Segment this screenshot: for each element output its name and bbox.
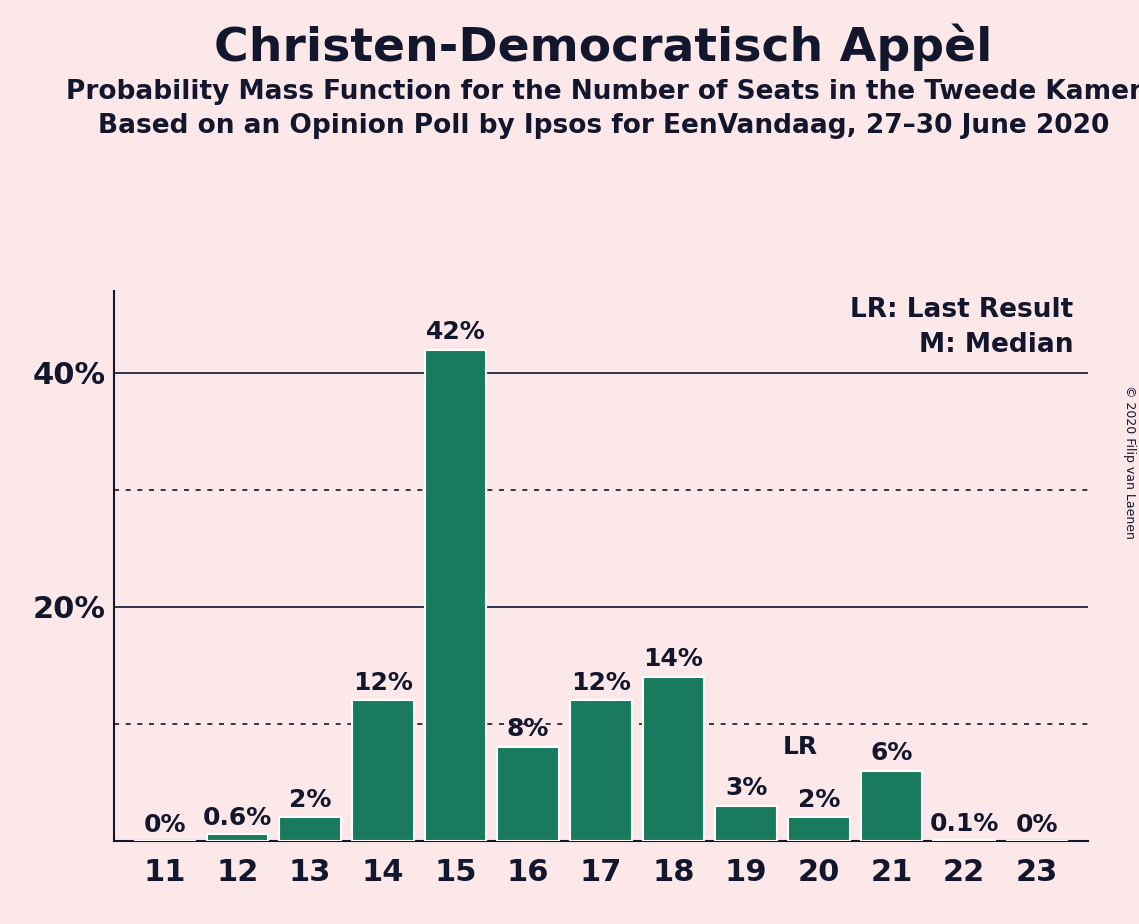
Text: Probability Mass Function for the Number of Seats in the Tweede Kamer: Probability Mass Function for the Number…	[66, 79, 1139, 104]
Text: LR: LR	[782, 735, 818, 759]
Bar	[206, 833, 269, 841]
Text: M: Median: M: Median	[919, 332, 1073, 358]
Text: 8%: 8%	[507, 717, 549, 741]
Bar	[425, 349, 486, 841]
Text: 0%: 0%	[1016, 813, 1058, 837]
Text: 12%: 12%	[571, 671, 631, 695]
Text: 0.6%: 0.6%	[203, 807, 272, 831]
Text: 2%: 2%	[289, 787, 331, 811]
Text: 0.1%: 0.1%	[929, 812, 999, 836]
Bar	[279, 818, 341, 841]
Bar	[352, 700, 413, 841]
Bar	[570, 700, 632, 841]
Bar	[642, 677, 704, 841]
Bar	[715, 806, 777, 841]
Text: 2%: 2%	[797, 787, 841, 811]
Text: 3%: 3%	[726, 776, 768, 800]
Bar	[933, 840, 995, 841]
Text: 12%: 12%	[353, 671, 412, 695]
Text: M: M	[432, 588, 480, 632]
Text: 0%: 0%	[144, 813, 186, 837]
Text: Christen-Democratisch Appèl: Christen-Democratisch Appèl	[214, 23, 993, 70]
Text: 6%: 6%	[870, 741, 912, 765]
Text: 42%: 42%	[426, 320, 485, 344]
Bar	[861, 771, 923, 841]
Text: Based on an Opinion Poll by Ipsos for EenVandaag, 27–30 June 2020: Based on an Opinion Poll by Ipsos for Ee…	[98, 113, 1109, 139]
Bar	[788, 818, 850, 841]
Bar	[498, 748, 559, 841]
Text: LR: Last Result: LR: Last Result	[850, 297, 1073, 322]
Text: 14%: 14%	[644, 647, 704, 671]
Text: © 2020 Filip van Laenen: © 2020 Filip van Laenen	[1123, 385, 1137, 539]
